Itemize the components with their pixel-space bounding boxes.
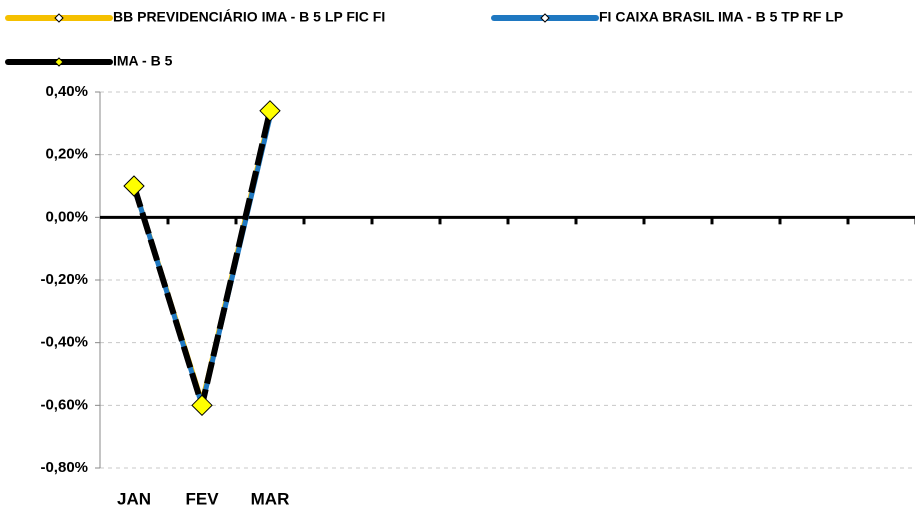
legend-marker <box>540 13 550 23</box>
marker <box>123 175 145 197</box>
x-tick-label: FEV <box>185 489 219 508</box>
x-tick-label: JAN <box>117 489 151 508</box>
legend-marker <box>54 57 64 67</box>
y-tick-label: -0,40% <box>40 334 88 351</box>
series-line <box>131 110 273 409</box>
y-tick-label: 0,40% <box>45 83 88 100</box>
y-tick-label: 0,00% <box>45 208 88 225</box>
marker <box>259 100 281 122</box>
y-tick-label: 0,20% <box>45 146 88 163</box>
y-tick-label: -0,20% <box>40 271 88 288</box>
legend-label: FI CAIXA BRASIL IMA - B 5 TP RF LP <box>599 9 843 25</box>
legend-marker <box>54 13 64 23</box>
x-tick-label: MAR <box>251 489 290 508</box>
marker <box>191 394 213 417</box>
legend-label: BB PREVIDENCIÁRIO IMA - B 5 LP FIC FI <box>113 9 385 25</box>
legend-label: IMA - B 5 <box>113 53 173 69</box>
y-tick-label: -0,60% <box>40 396 88 413</box>
y-tick-label: -0,80% <box>40 459 88 476</box>
